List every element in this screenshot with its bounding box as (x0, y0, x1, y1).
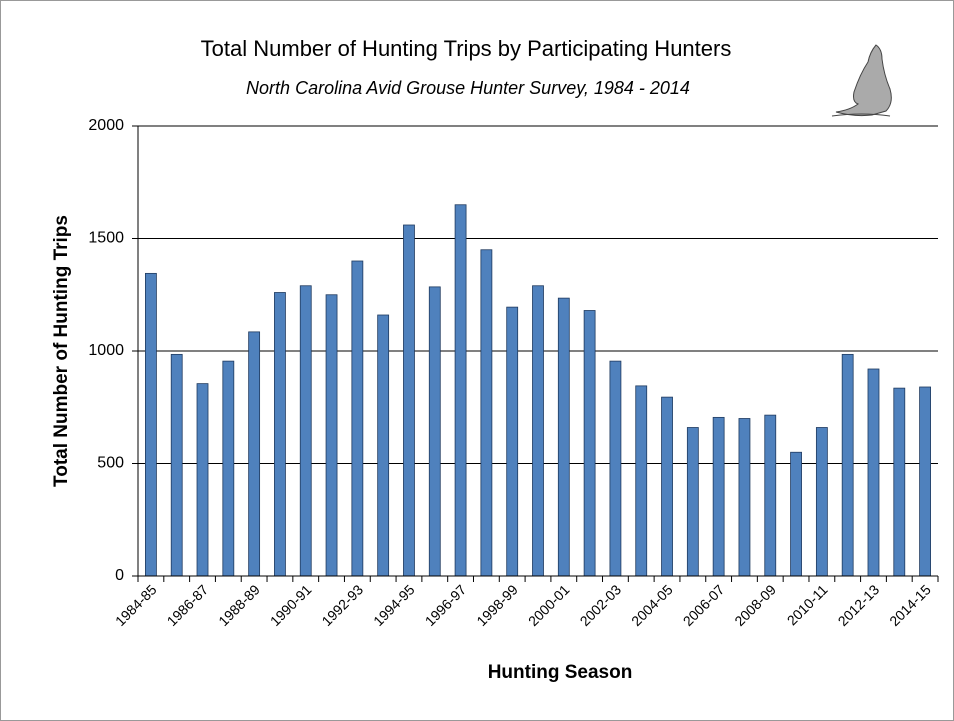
bar (145, 272, 157, 577)
bar (299, 285, 312, 577)
bar (222, 360, 235, 577)
bar (893, 387, 906, 577)
bar (480, 249, 493, 577)
bar (196, 383, 209, 577)
y-tick-label: 1500 (88, 230, 124, 247)
bar (764, 414, 777, 577)
y-tick-label: 2000 (88, 117, 124, 134)
bar (170, 353, 183, 577)
bar (506, 306, 519, 577)
bar (351, 260, 364, 577)
y-tick-label: 1000 (88, 342, 124, 359)
y-axis-label: Total Number of Hunting Trips (51, 215, 72, 487)
bar (790, 451, 802, 577)
bar (248, 331, 261, 577)
x-axis-label: Hunting Season (488, 662, 633, 683)
bar (686, 427, 699, 577)
bar (815, 427, 828, 577)
bar (583, 310, 596, 577)
bar (609, 360, 622, 577)
y-tick-label: 0 (115, 567, 124, 584)
bar (325, 294, 338, 577)
bar (454, 204, 467, 577)
bar (661, 396, 673, 577)
bar (377, 314, 390, 577)
bar (738, 418, 751, 577)
bar (712, 416, 725, 577)
grouse-icon (831, 44, 892, 117)
bar (532, 285, 544, 577)
bar (428, 286, 441, 577)
chart-title: Total Number of Hunting Trips by Partici… (201, 36, 732, 61)
bar (403, 224, 415, 577)
bar (919, 386, 931, 577)
bar (867, 368, 880, 577)
bar (841, 353, 854, 577)
chart-subtitle: North Carolina Avid Grouse Hunter Survey… (246, 78, 690, 98)
bar (557, 297, 570, 577)
bar (274, 292, 286, 577)
y-tick-label: 500 (97, 455, 124, 472)
bar (635, 385, 648, 577)
